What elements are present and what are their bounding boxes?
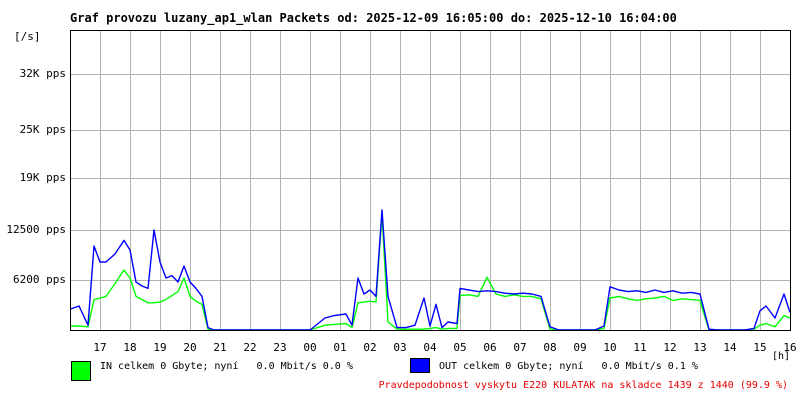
y-tick-label: 25K pps	[19, 123, 66, 136]
series-out-line	[69, 209, 791, 331]
x-tick-label: 05	[453, 341, 467, 354]
x-tick-label: 20	[183, 341, 197, 354]
x-axis-unit: [h]	[772, 351, 791, 362]
x-tick-label: 13	[693, 341, 707, 354]
series-in-line	[70, 213, 791, 331]
x-tick-label: 01	[333, 341, 347, 354]
y-tick-label: 32K pps	[19, 67, 66, 80]
x-tick-label: 14	[723, 341, 737, 354]
x-tick-label: 22	[243, 341, 257, 354]
y-tick-label: 12500 pps	[6, 223, 66, 236]
x-tick-label: 08	[543, 341, 557, 354]
plot-frame	[70, 30, 791, 331]
chart-title: Graf provozu luzany_ap1_wlan Packets od:…	[70, 11, 677, 25]
x-tick-label: 18	[123, 341, 137, 354]
x-tick-label: 21	[213, 341, 227, 354]
x-tick-label: 00	[303, 341, 317, 354]
x-tick-label: 15	[753, 341, 767, 354]
y-tick-label: 19K pps	[19, 171, 66, 184]
legend-out-swatch	[410, 358, 430, 373]
x-tick-label: 06	[483, 341, 497, 354]
legend-out-text: OUT celkem 0 Gbyte; nyní 0.0 Mbit/s 0.1 …	[439, 361, 698, 372]
x-tick-label: 16	[783, 341, 797, 354]
legend-in-text: IN celkem 0 Gbyte; nyní 0.0 Mbit/s 0.0 %	[100, 361, 353, 372]
x-tick-label: 19	[153, 341, 167, 354]
x-tick-label: 17	[93, 341, 107, 354]
x-tick-label: 04	[423, 341, 437, 354]
x-tick-label: 11	[633, 341, 647, 354]
y-axis-unit: [/s]	[14, 30, 41, 43]
x-tick-label: 23	[273, 341, 287, 354]
x-tick-label: 09	[573, 341, 587, 354]
x-tick-label: 03	[393, 341, 407, 354]
x-tick-label: 02	[363, 341, 377, 354]
legend-in-swatch	[71, 361, 91, 381]
x-tick-label: 07	[513, 341, 527, 354]
x-tick-label: 12	[663, 341, 677, 354]
x-tick-label: 10	[603, 341, 617, 354]
y-tick-label: 6200 pps	[13, 273, 66, 287]
probability-note: Pravdepodobnost vyskytu E220 KULATAK na …	[378, 380, 788, 391]
